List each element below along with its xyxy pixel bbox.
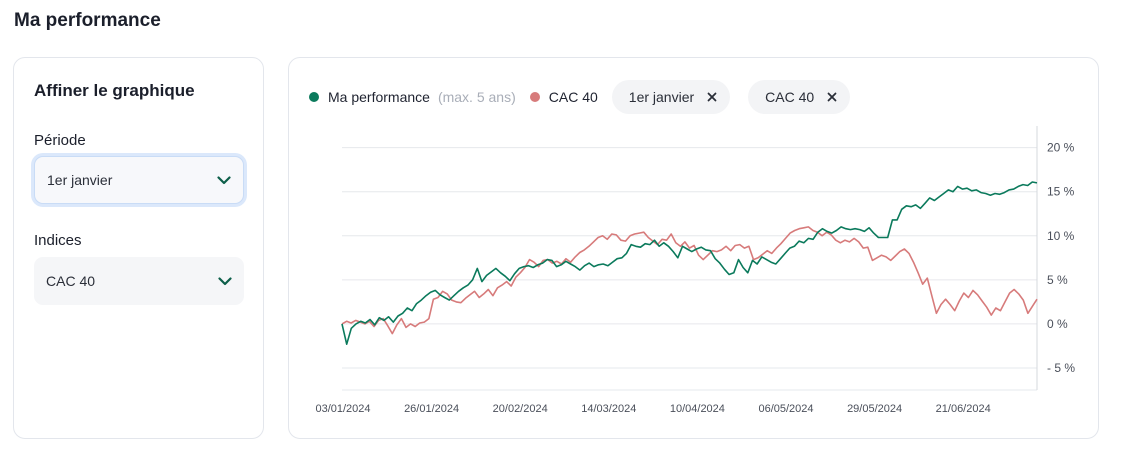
y-tick-label: 20 % — [1047, 141, 1075, 155]
legend-sublabel: (max. 5 ans) — [437, 89, 516, 105]
x-tick-label: 03/01/2024 — [315, 403, 370, 415]
indices-label: Indices — [34, 232, 82, 249]
chevron-down-icon — [218, 274, 232, 288]
series-line-ma-performance — [341, 181, 1038, 346]
chip-indice: CAC 40 — [748, 80, 851, 114]
page-title: Ma performance — [14, 10, 161, 31]
chip-periode: 1er janvier — [611, 80, 731, 114]
close-icon[interactable] — [826, 91, 838, 103]
indices-select[interactable]: CAC 40 — [34, 257, 244, 305]
x-tick-label: 20/02/2024 — [493, 403, 548, 415]
periode-select-value: 1er janvier — [47, 172, 113, 188]
filters-card: Affiner le graphique Période 1er janvier… — [13, 57, 264, 439]
x-tick-label: 26/01/2024 — [404, 403, 459, 415]
legend-item-ma-performance: Ma performance (max. 5 ans) — [309, 89, 516, 105]
y-tick-label: 5 % — [1047, 273, 1068, 287]
chevron-down-icon — [217, 173, 231, 187]
filters-title: Affiner le graphique — [34, 81, 195, 100]
performance-chart: 20 % 15 % 10 % 5 % 0 % - 5 % 03/01/2024 26/01/2… — [315, 126, 1075, 415]
series-line-cac-40 — [341, 226, 1038, 335]
chip-label: 1er janvier — [628, 89, 695, 105]
x-tick-label: 06/05/2024 — [758, 403, 813, 415]
y-tick-label: 10 % — [1047, 229, 1075, 243]
y-tick-label: - 5 % — [1047, 361, 1075, 375]
close-icon[interactable] — [706, 91, 718, 103]
legend-label: CAC 40 — [548, 89, 598, 105]
y-tick-label: 15 % — [1047, 185, 1075, 199]
legend-dot-icon — [309, 92, 319, 102]
legend-item-cac40: CAC 40 — [529, 89, 598, 105]
x-tick-label: 14/03/2024 — [581, 403, 636, 415]
chart-card: 20 % 15 % 10 % 5 % 0 % - 5 % 03/01/2024 26/01/2… — [288, 57, 1099, 439]
indices-select-value: CAC 40 — [46, 273, 96, 289]
x-tick-label: 29/05/2024 — [847, 403, 902, 415]
y-tick-label: 0 % — [1047, 317, 1068, 331]
legend-dot-icon — [529, 92, 540, 102]
periode-select[interactable]: 1er janvier — [34, 156, 244, 204]
chip-label: CAC 40 — [765, 89, 815, 105]
periode-label: Période — [34, 132, 86, 149]
x-tick-label: 21/06/2024 — [936, 403, 991, 415]
chart-legend: Ma performance (max. 5 ans) CAC 40 1er j… — [309, 80, 868, 114]
x-tick-label: 10/04/2024 — [670, 403, 725, 415]
legend-label: Ma performance — [328, 89, 430, 105]
